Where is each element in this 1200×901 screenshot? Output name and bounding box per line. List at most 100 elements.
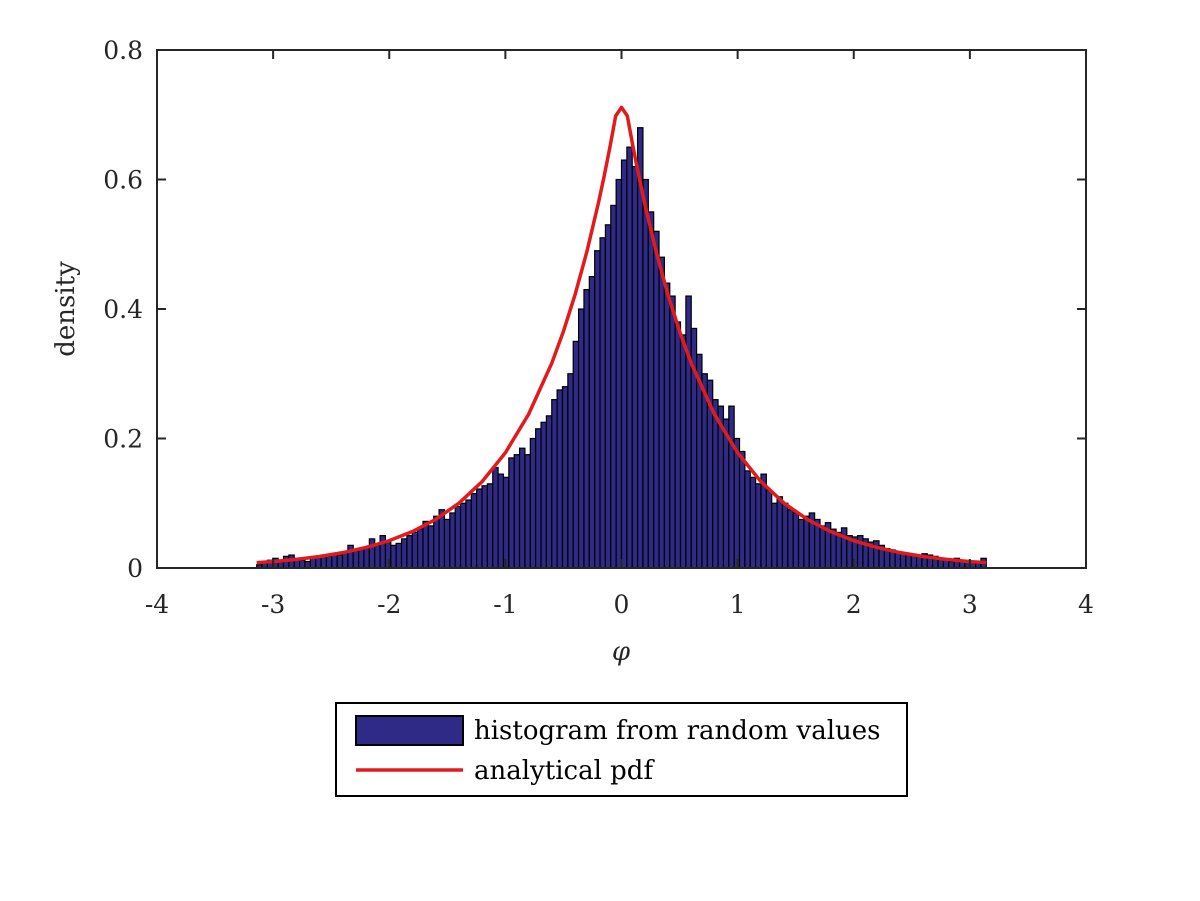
histogram-bar <box>658 256 666 569</box>
histogram-bar <box>819 525 826 569</box>
histogram-bar <box>803 515 810 569</box>
histogram-bar <box>567 373 574 569</box>
histogram-bar <box>400 538 408 569</box>
histogram-bar <box>781 502 789 569</box>
histogram-bar <box>395 542 403 569</box>
y-axis-label: density <box>51 261 81 357</box>
histogram-bar <box>631 165 639 569</box>
histogram-bar <box>363 546 370 569</box>
analytical-pdf-line <box>256 105 987 565</box>
histogram-bar <box>840 527 848 569</box>
histogram-bar <box>551 399 558 569</box>
x-axis-ticks: -4 -3 -2 -1 0 1 2 3 4 <box>145 50 1094 619</box>
histogram-bar <box>443 518 451 569</box>
histogram-bar <box>368 538 376 569</box>
histogram-bar <box>583 288 590 569</box>
histogram-bar <box>733 437 741 569</box>
plot-area <box>156 49 1087 569</box>
histogram-bar <box>604 224 612 569</box>
y-tick-label: 0 <box>127 554 143 583</box>
histogram-bar <box>873 540 880 569</box>
histogram-bar <box>728 405 735 569</box>
histogram-bar <box>299 559 306 569</box>
x-tick-label: 0 <box>614 590 630 619</box>
histogram-bar <box>540 421 547 569</box>
histogram-bar <box>577 308 585 569</box>
histogram-bar <box>712 399 719 569</box>
histogram-bar <box>599 237 606 569</box>
histogram-bar <box>470 492 478 569</box>
histogram-bar <box>744 470 751 569</box>
x-axis-label: φ <box>612 637 631 667</box>
histogram-bar <box>835 531 843 569</box>
y-tick-label: 0.8 <box>103 36 143 65</box>
histogram-bar <box>406 535 413 569</box>
histogram-bar <box>535 428 542 569</box>
y-axis-ticks: 0 0.2 0.4 0.6 0.8 <box>103 36 1086 583</box>
histogram-bar <box>352 549 360 569</box>
histogram-bar <box>481 485 488 569</box>
y-tick-label: 0.2 <box>103 425 143 454</box>
histogram-bar <box>556 389 564 569</box>
x-tick-label: -3 <box>261 590 285 619</box>
histogram-bar <box>336 554 344 569</box>
histogram-bar <box>755 483 762 569</box>
y-tick-label: 0.6 <box>103 166 143 195</box>
histogram-bar <box>529 437 537 569</box>
x-tick-label: -4 <box>145 590 169 619</box>
histogram-bar <box>701 373 708 569</box>
x-tick-label: -2 <box>377 590 401 619</box>
histogram-bar <box>776 496 784 569</box>
histogram-bar <box>594 250 601 569</box>
histogram-bar <box>787 509 794 569</box>
histogram-bar <box>492 467 499 569</box>
histogram-bar <box>374 544 381 569</box>
histogram-bar <box>771 502 778 569</box>
histogram-bar <box>679 334 687 569</box>
histogram-bar <box>642 178 649 569</box>
histogram-bar <box>738 450 746 569</box>
histogram-bar <box>615 178 623 569</box>
histogram-bar <box>722 418 730 569</box>
histogram-bar <box>792 512 800 569</box>
histogram-bar <box>899 553 907 569</box>
histogram-bar <box>910 554 918 569</box>
histogram-bar <box>518 447 526 569</box>
histogram-bar <box>626 146 633 569</box>
y-tick-label: 0.4 <box>103 295 143 324</box>
histogram-bar <box>454 505 462 569</box>
histogram-bar <box>588 276 596 569</box>
histogram-bar <box>411 531 419 569</box>
histogram-bar <box>674 321 682 569</box>
legend-histogram-swatch <box>355 715 464 746</box>
histogram-bar <box>915 555 923 569</box>
x-tick-label: 2 <box>846 590 862 619</box>
histogram-bar <box>465 499 472 569</box>
histogram-bar <box>513 454 521 569</box>
histogram-bar <box>325 555 333 569</box>
histogram-bar <box>433 515 440 569</box>
histogram-bar <box>502 476 510 569</box>
histogram-bar <box>647 211 655 569</box>
histogram-bar <box>663 282 671 569</box>
x-tick-label: 1 <box>730 590 746 619</box>
histogram-bar <box>610 204 617 569</box>
x-tick-label: 3 <box>962 590 978 619</box>
histogram-bar <box>427 525 435 569</box>
histogram-bar <box>942 559 950 569</box>
histogram-bar <box>572 340 580 569</box>
histogram-bar <box>561 386 569 569</box>
histogram-bar <box>905 554 912 569</box>
x-tick-label: -1 <box>493 590 517 619</box>
histogram-bar <box>422 520 429 569</box>
histogram-bar <box>486 483 494 569</box>
histogram-bar <box>508 457 515 569</box>
histogram-bar <box>315 557 322 569</box>
histogram-bar <box>459 502 467 569</box>
histogram-bar <box>653 230 660 569</box>
histogram-bar <box>545 415 553 569</box>
histogram-bar <box>309 557 317 569</box>
histogram-bar <box>497 473 505 569</box>
histogram-bar <box>669 295 676 569</box>
